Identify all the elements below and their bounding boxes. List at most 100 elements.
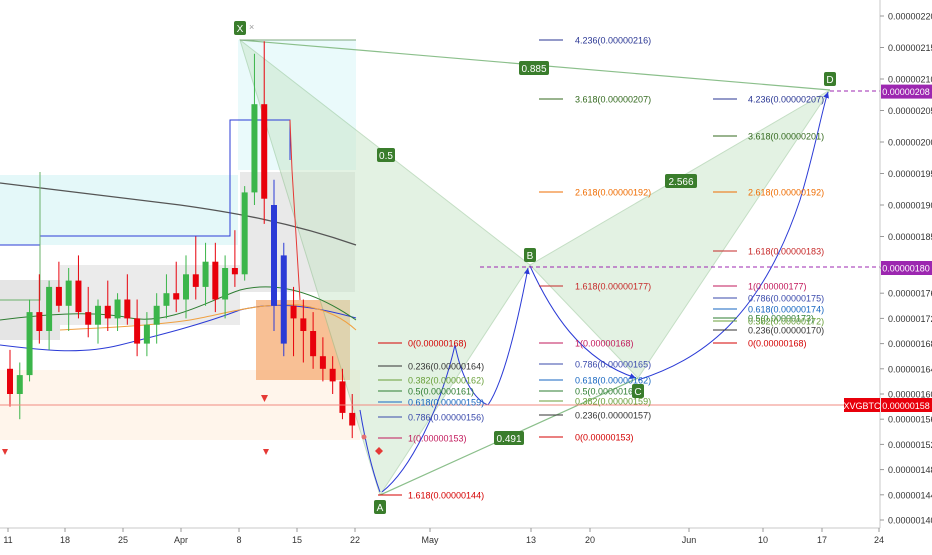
candle-body: [26, 312, 33, 376]
x-close-mark-icon: ×: [249, 22, 254, 32]
fib-level-label: 0.382(0.00000159): [575, 397, 651, 407]
sell-arrow-icon: [2, 449, 8, 455]
signal-dot-icon: [361, 434, 367, 440]
candle-body: [300, 318, 307, 331]
point-x[interactable]: X ×: [234, 21, 254, 35]
ma-green: [0, 286, 357, 321]
fib-level-label: 0.5(0.00000173): [748, 314, 814, 324]
point-a[interactable]: A: [374, 500, 386, 514]
point-label-a: A: [377, 503, 384, 514]
time-tick-label: 24: [874, 535, 884, 545]
price-tick-label: 0.00000148: [888, 465, 932, 475]
time-axis-ticks: 11 18 25 Apr 8 15 22 May 13 20 Jun 10 17 24: [3, 528, 884, 545]
reference-lines: [0, 90, 880, 406]
fib-level-label: 0.618(0.00000159): [408, 398, 484, 408]
time-tick-label: 13: [526, 535, 536, 545]
candle-body: [143, 324, 150, 344]
fib-level-label: 4.236(0.00000207): [748, 95, 824, 105]
time-tick-label: 20: [585, 535, 595, 545]
candle-body: [134, 318, 141, 344]
fib-level-label: 0.382(0.00000162): [408, 376, 484, 386]
green-step-line: [0, 172, 41, 301]
projection-start: [359, 409, 381, 493]
candle-body: [280, 255, 287, 344]
price-tick-label: 0.00000176: [888, 289, 932, 299]
fib-level-label: 1.618(0.00000144): [408, 491, 484, 501]
ratio-badge-xb: 0.5: [377, 148, 395, 162]
sell-arrow-icon: [263, 449, 269, 455]
point-d[interactable]: D: [824, 72, 836, 86]
pattern-points: X × A B C D: [2, 21, 836, 514]
price-tick-label: 0.00000210: [888, 75, 932, 85]
time-axis[interactable]: 11 18 25 Apr 8 15 22 May 13 20 Jun 10 17 24: [0, 527, 932, 550]
candle-body: [163, 293, 170, 306]
fib-level-label: 3.618(0.00000207): [575, 95, 651, 105]
ratio-label-xd: 0.885: [521, 64, 546, 75]
point-label-x: X: [237, 24, 244, 35]
time-tick-label: 8: [236, 535, 241, 545]
price-tick-label: 0.00000220: [888, 12, 932, 22]
fib-levels: 0(0.00000168) 0.236(0.00000164) 0.382(0.00…: [378, 36, 824, 501]
signal-markers: [2, 395, 383, 455]
price-tick-label: 0.00000172: [888, 314, 932, 324]
fib-level-label: 4.236(0.00000216): [575, 36, 651, 46]
candle-body: [202, 261, 209, 287]
time-tick-label: 25: [118, 535, 128, 545]
candlesticks: [7, 41, 356, 439]
price-axis-tags: 0.00000208 0.00000180: [881, 84, 932, 275]
price-axis[interactable]: 0.00000220 0.00000215 0.00000210 0.00000205…: [879, 0, 932, 528]
candle-body: [55, 286, 62, 306]
candle-body: [290, 305, 297, 319]
candle-body: [271, 205, 277, 306]
fib-level-label: 1.618(0.00000183): [748, 247, 824, 257]
price-tick-label: 0.00000205: [888, 106, 932, 116]
candle-body: [46, 286, 53, 331]
price-tick-label: 0.00000156: [888, 415, 932, 425]
diamond-marker-icon: [375, 447, 383, 455]
price-tag-box: [881, 84, 932, 99]
ratio-badge-xd: 0.885: [519, 61, 549, 75]
time-tick-label: 17: [817, 535, 827, 545]
candle-body: [241, 192, 248, 275]
point-label-b: B: [527, 251, 534, 262]
point-c[interactable]: C: [632, 384, 644, 398]
point-b[interactable]: B: [524, 248, 536, 262]
projection-c-to-d: [637, 91, 829, 381]
red-projection-line: [289, 119, 301, 301]
candle-body: [319, 356, 326, 369]
candle-body: [183, 274, 189, 300]
candle-body: [95, 305, 101, 325]
candle-body: [349, 412, 356, 426]
price-tick-label: 0.00000160: [888, 390, 932, 400]
ratio-label-ac: 0.491: [496, 434, 521, 445]
price-tick-label: 0.00000200: [888, 138, 932, 148]
price-tick-label: 0.00000215: [888, 43, 932, 53]
price-tick-label: 0.00000190: [888, 201, 932, 211]
price-tag-label: 0.00000180: [882, 264, 930, 274]
cloud-zone-cyan: [0, 175, 238, 245]
ratio-badges: 0.5 0.885 2.566 0.491: [377, 61, 697, 445]
fib-level-label: 0.786(0.00000165): [575, 360, 651, 370]
fib-level-label: 0.618(0.00000162): [575, 376, 651, 386]
fib-level-label: 1.618(0.00000177): [575, 282, 651, 292]
projection-a-to-b: [381, 267, 530, 493]
fib-level-label: 1(0.00000168): [575, 339, 634, 349]
price-tag-box: [881, 261, 932, 275]
candle-body: [65, 280, 72, 306]
time-tick-label: 11: [3, 535, 12, 545]
price-axis-ticks: 0.00000220 0.00000215 0.00000210 0.00000205…: [880, 12, 932, 526]
candle-body: [16, 375, 23, 394]
candle-body: [231, 268, 238, 275]
price-tag-label: 0.00000208: [882, 87, 930, 97]
ma-orange: [59, 304, 357, 331]
price-tick-label: 0.00000144: [888, 490, 932, 500]
candle-body: [261, 104, 268, 199]
sell-arrow-icon: [261, 395, 268, 402]
fib-level-label: 2.618(0.00000192): [575, 188, 651, 198]
fib-level-label: 1(0.00000177): [748, 282, 807, 292]
projected-path: [359, 91, 829, 493]
candle-body: [153, 305, 160, 325]
time-tick-label: 10: [758, 535, 768, 545]
